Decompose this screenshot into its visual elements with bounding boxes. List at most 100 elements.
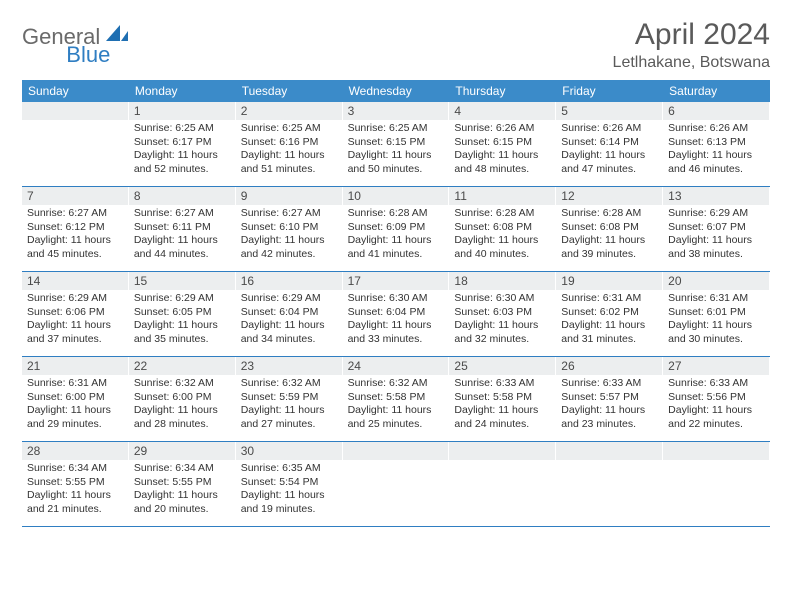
day-cell-empty [556,442,663,526]
day-cell-4: 4Sunrise: 6:26 AMSunset: 6:15 PMDaylight… [449,102,556,186]
sunrise-text: Sunrise: 6:27 AM [134,207,230,221]
sunset-text: Sunset: 6:04 PM [348,306,444,320]
sunrise-text: Sunrise: 6:35 AM [241,462,337,476]
day-number: 7 [22,187,128,205]
sunset-text: Sunset: 5:54 PM [241,476,337,490]
sunrise-text: Sunrise: 6:29 AM [668,207,764,221]
day-number: 21 [22,357,128,375]
daylight-text: Daylight: 11 hours and 34 minutes. [241,319,337,346]
location: Letlhakane, Botswana [613,54,770,72]
sunrise-text: Sunrise: 6:31 AM [27,377,123,391]
day-number: 26 [556,357,662,375]
day-number: 18 [449,272,555,290]
sunrise-text: Sunrise: 6:34 AM [27,462,123,476]
day-number: 24 [343,357,449,375]
sunrise-text: Sunrise: 6:29 AM [134,292,230,306]
day-cell-17: 17Sunrise: 6:30 AMSunset: 6:04 PMDayligh… [343,272,450,356]
day-number: 28 [22,442,128,460]
day-number [343,442,449,460]
day-number: 20 [663,272,769,290]
days-of-week-row: SundayMondayTuesdayWednesdayThursdayFrid… [22,80,770,102]
sunset-text: Sunset: 5:58 PM [348,391,444,405]
sunrise-text: Sunrise: 6:33 AM [668,377,764,391]
day-cell-15: 15Sunrise: 6:29 AMSunset: 6:05 PMDayligh… [129,272,236,356]
sunrise-text: Sunrise: 6:25 AM [348,122,444,136]
sunrise-text: Sunrise: 6:31 AM [668,292,764,306]
day-number: 2 [236,102,342,120]
day-number: 29 [129,442,235,460]
day-number: 19 [556,272,662,290]
day-cell-16: 16Sunrise: 6:29 AMSunset: 6:04 PMDayligh… [236,272,343,356]
sunset-text: Sunset: 6:13 PM [668,136,764,150]
sunset-text: Sunset: 6:08 PM [454,221,550,235]
sunset-text: Sunset: 6:01 PM [668,306,764,320]
day-cell-18: 18Sunrise: 6:30 AMSunset: 6:03 PMDayligh… [449,272,556,356]
sunset-text: Sunset: 6:14 PM [561,136,657,150]
dow-tuesday: Tuesday [236,80,343,102]
day-cell-3: 3Sunrise: 6:25 AMSunset: 6:15 PMDaylight… [343,102,450,186]
day-cell-24: 24 Sunrise: 6:32 AMSunset: 5:58 PMDayligh… [343,357,450,441]
sunset-text: Sunset: 5:57 PM [561,391,657,405]
sunrise-text: Sunrise: 6:27 AM [27,207,123,221]
sunrise-text: Sunrise: 6:29 AM [241,292,337,306]
day-number: 4 [449,102,555,120]
day-number [22,102,128,120]
sunrise-text: Sunrise: 6:26 AM [454,122,550,136]
week-row: 7Sunrise: 6:27 AMSunset: 6:12 PMDaylight… [22,187,770,272]
day-cell-1: 1Sunrise: 6:25 AMSunset: 6:17 PMDaylight… [129,102,236,186]
day-number: 1 [129,102,235,120]
day-cell-empty [449,442,556,526]
sunset-text: Sunset: 6:12 PM [27,221,123,235]
sunrise-text: Sunrise: 6:28 AM [454,207,550,221]
daylight-text: Daylight: 11 hours and 20 minutes. [134,489,230,516]
calendar: SundayMondayTuesdayWednesdayThursdayFrid… [22,80,770,527]
sunrise-text: Sunrise: 6:29 AM [27,292,123,306]
daylight-text: Daylight: 11 hours and 27 minutes. [241,404,337,431]
daylight-text: Daylight: 11 hours and 52 minutes. [134,149,230,176]
day-cell-21: 21Sunrise: 6:31 AMSunset: 6:00 PMDayligh… [22,357,129,441]
dow-saturday: Saturday [663,80,770,102]
sunrise-text: Sunrise: 6:32 AM [134,377,230,391]
day-number: 12 [556,187,662,205]
sunrise-text: Sunrise: 6:32 AM [348,377,444,391]
daylight-text: Daylight: 11 hours and 28 minutes. [134,404,230,431]
daylight-text: Daylight: 11 hours and 50 minutes. [348,149,444,176]
sunset-text: Sunset: 6:09 PM [348,221,444,235]
sunset-text: Sunset: 5:55 PM [134,476,230,490]
day-number: 5 [556,102,662,120]
sunrise-text: Sunrise: 6:33 AM [561,377,657,391]
sunset-text: Sunset: 6:11 PM [134,221,230,235]
day-cell-28: 28Sunrise: 6:34 AMSunset: 5:55 PMDayligh… [22,442,129,526]
day-number: 14 [22,272,128,290]
sunrise-text: Sunrise: 6:26 AM [668,122,764,136]
day-cell-25: 25Sunrise: 6:33 AMSunset: 5:58 PMDayligh… [449,357,556,441]
day-cell-19: 19Sunrise: 6:31 AMSunset: 6:02 PMDayligh… [556,272,663,356]
day-cell-6: 6Sunrise: 6:26 AMSunset: 6:13 PMDaylight… [663,102,770,186]
daylight-text: Daylight: 11 hours and 35 minutes. [134,319,230,346]
day-cell-23: 23Sunrise: 6:32 AMSunset: 5:59 PMDayligh… [236,357,343,441]
sunset-text: Sunset: 5:56 PM [668,391,764,405]
daylight-text: Daylight: 11 hours and 21 minutes. [27,489,123,516]
sunset-text: Sunset: 6:15 PM [348,136,444,150]
sunset-text: Sunset: 5:58 PM [454,391,550,405]
day-cell-8: 8Sunrise: 6:27 AMSunset: 6:11 PMDaylight… [129,187,236,271]
daylight-text: Daylight: 11 hours and 29 minutes. [27,404,123,431]
sunrise-text: Sunrise: 6:27 AM [241,207,337,221]
sunrise-text: Sunrise: 6:28 AM [348,207,444,221]
logo: General Blue [22,18,176,50]
day-cell-12: 12Sunrise: 6:28 AMSunset: 6:08 PMDayligh… [556,187,663,271]
week-row: 28Sunrise: 6:34 AMSunset: 5:55 PMDayligh… [22,442,770,527]
day-cell-22: 22Sunrise: 6:32 AMSunset: 6:00 PMDayligh… [129,357,236,441]
day-cell-2: 2Sunrise: 6:25 AMSunset: 6:16 PMDaylight… [236,102,343,186]
day-number: 16 [236,272,342,290]
day-number: 27 [663,357,769,375]
sunset-text: Sunset: 5:59 PM [241,391,337,405]
daylight-text: Daylight: 11 hours and 25 minutes. [348,404,444,431]
day-cell-27: 27Sunrise: 6:33 AMSunset: 5:56 PMDayligh… [663,357,770,441]
header: General Blue April 2024 Letlhakane, Bots… [22,18,770,72]
sunset-text: Sunset: 6:08 PM [561,221,657,235]
daylight-text: Daylight: 11 hours and 33 minutes. [348,319,444,346]
sunrise-text: Sunrise: 6:32 AM [241,377,337,391]
month-title: April 2024 [613,18,770,52]
daylight-text: Daylight: 11 hours and 46 minutes. [668,149,764,176]
